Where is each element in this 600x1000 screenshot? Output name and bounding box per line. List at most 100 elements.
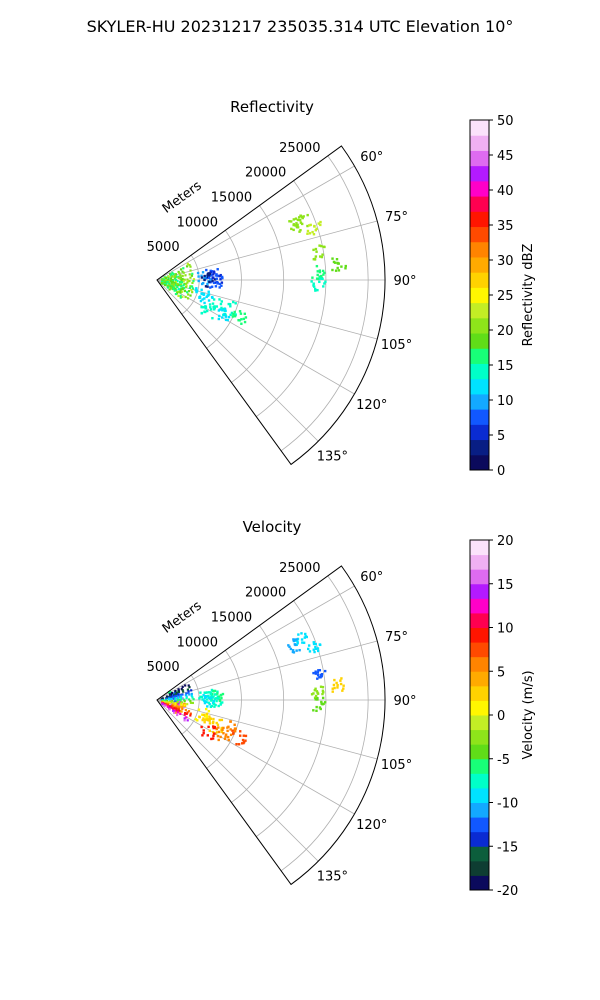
- echo-gate: [211, 296, 214, 299]
- echo-gate: [174, 690, 177, 693]
- echo-gate: [181, 274, 184, 277]
- colorbar-segment: [470, 656, 489, 672]
- echo-gate: [322, 285, 325, 288]
- echo-gate: [164, 276, 168, 280]
- echo-gate: [209, 278, 212, 281]
- echo-gate: [168, 698, 171, 701]
- echo-gate: [211, 737, 215, 740]
- echo-gate: [340, 265, 343, 268]
- echo-gate: [302, 215, 305, 218]
- echo-gate: [300, 638, 304, 641]
- echo-gate: [315, 250, 318, 253]
- echo-gate: [224, 309, 227, 313]
- echo-gate: [173, 275, 176, 278]
- echo-gate: [172, 287, 175, 290]
- colorbar-segment: [470, 787, 489, 803]
- echo-gate: [174, 287, 177, 290]
- echo-gate: [206, 285, 209, 288]
- echo-gate: [166, 286, 170, 289]
- echo-gate: [319, 277, 322, 280]
- echo-gate: [331, 687, 334, 690]
- colorbar-segment: [470, 744, 489, 760]
- echo-gate: [214, 703, 217, 707]
- colorbar-label: Reflectivity dBZ: [521, 244, 536, 347]
- echo-gate: [203, 274, 206, 278]
- echo-gate: [337, 269, 341, 272]
- echo-gate: [210, 692, 214, 696]
- echo-gate: [316, 647, 320, 650]
- echo-gate: [217, 317, 221, 321]
- colorbar-segment: [470, 612, 489, 628]
- echo-gate: [185, 712, 188, 715]
- echo-gate: [204, 285, 208, 288]
- echo-gate: [342, 684, 345, 687]
- colorbar-segment: [470, 180, 489, 197]
- echo-gate: [176, 285, 179, 289]
- echo-gate: [191, 701, 194, 705]
- echo-gate: [232, 731, 235, 735]
- echo-gate: [183, 717, 186, 720]
- echo-gate: [315, 227, 318, 231]
- echo-gate: [316, 270, 319, 273]
- echo-gate: [177, 294, 180, 298]
- radial-axis-label: Meters: [160, 178, 205, 216]
- echo-gate: [189, 269, 192, 272]
- echo-gate: [169, 702, 172, 705]
- colorbar-segment: [470, 773, 489, 789]
- echo-gate: [185, 284, 188, 287]
- echo-gate: [226, 735, 230, 739]
- echo-gate: [190, 692, 193, 696]
- echo-gate: [173, 274, 177, 277]
- echo-gate: [208, 719, 211, 722]
- echo-gate: [203, 701, 207, 705]
- colorbar-segment: [470, 454, 489, 471]
- echo-gate: [189, 294, 192, 297]
- azimuth-tick-label: 75°: [385, 210, 408, 225]
- echo-gate: [242, 317, 246, 321]
- colorbar-tick-label: 0: [497, 709, 505, 724]
- colorbar-tick-label: 30: [497, 254, 514, 269]
- echo-gate: [313, 650, 316, 654]
- echo-gate: [216, 274, 219, 277]
- echo-gate: [208, 715, 211, 718]
- echo-gate: [179, 274, 182, 277]
- echo-gate: [172, 283, 176, 286]
- echo-gate: [219, 694, 223, 697]
- echo-gate: [293, 643, 297, 646]
- colorbar-segment: [470, 378, 489, 395]
- colorbar-segment: [470, 583, 489, 599]
- echo-gate: [192, 280, 195, 283]
- echo-gate: [324, 280, 327, 283]
- echo-gate: [194, 718, 198, 721]
- echo-gate: [201, 713, 204, 716]
- echo-gate: [212, 308, 216, 311]
- echo-gate: [226, 318, 229, 322]
- echo-gate: [208, 729, 211, 732]
- echo-gate: [207, 276, 211, 279]
- echo-gate: [211, 302, 215, 305]
- echo-gate: [335, 681, 338, 685]
- echo-gate: [169, 693, 172, 696]
- echo-gate: [172, 703, 176, 706]
- echo-gate: [176, 291, 179, 294]
- echo-gate: [168, 700, 172, 703]
- velocity-title: Velocity: [243, 518, 302, 536]
- echo-gate: [168, 701, 171, 705]
- echo-gate: [332, 683, 336, 687]
- colorbar-tick-label: -15: [497, 840, 518, 855]
- echo-gate: [295, 225, 299, 229]
- echo-gate: [244, 316, 248, 319]
- colorbar-tick-label: 20: [497, 534, 514, 549]
- echo-gate: [216, 282, 219, 285]
- echo-gate: [229, 733, 233, 737]
- azimuth-tick-label: 60°: [360, 150, 383, 165]
- echo-gate: [316, 649, 320, 653]
- radial-axis-label: Meters: [160, 598, 205, 636]
- echo-gate: [170, 281, 174, 284]
- echo-gate: [180, 281, 184, 284]
- echo-gate: [178, 701, 181, 704]
- echo-gate: [184, 712, 187, 715]
- echo-gate: [176, 701, 179, 704]
- echo-gate: [213, 702, 216, 706]
- echo-gate: [207, 294, 210, 297]
